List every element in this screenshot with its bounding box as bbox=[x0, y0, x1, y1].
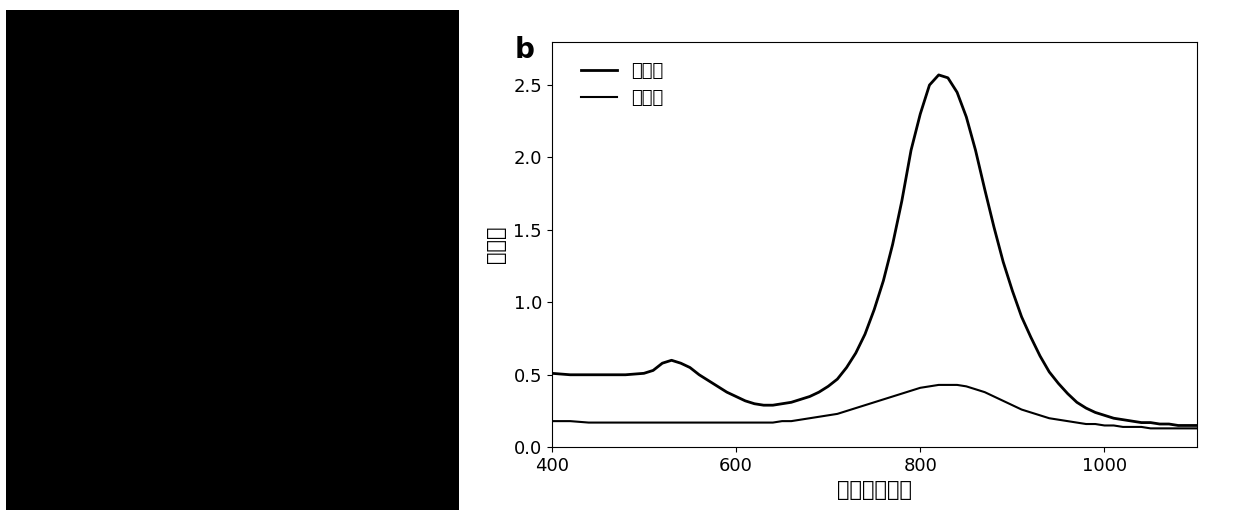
Text: b: b bbox=[515, 36, 534, 64]
Legend: 包覆前, 包覆后: 包覆前, 包覆后 bbox=[574, 55, 671, 114]
Y-axis label: 吸光度: 吸光度 bbox=[486, 226, 506, 263]
X-axis label: 波长（纳米）: 波长（纳米） bbox=[837, 480, 911, 500]
